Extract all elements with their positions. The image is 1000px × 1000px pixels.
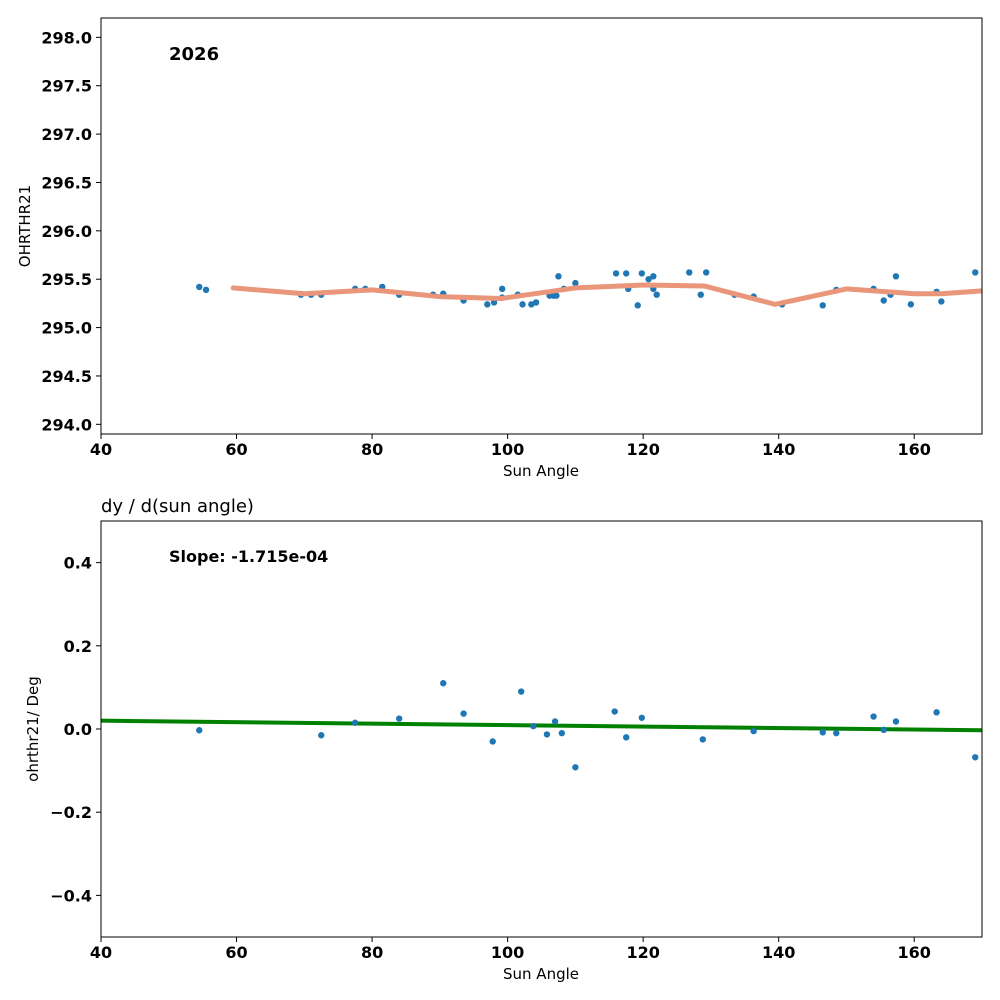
data-point: [519, 301, 526, 308]
bottom-x-axis-label: Sun Angle: [503, 965, 579, 983]
data-point: [638, 714, 645, 721]
y-tick-label: 0.2: [64, 637, 92, 656]
x-tick-label: 60: [225, 943, 247, 962]
data-point: [880, 726, 887, 734]
y-tick-label: 294.0: [41, 415, 92, 434]
slope-annotation: Slope: -1.715e-04: [169, 547, 328, 566]
top-axes-frame: [100, 17, 983, 435]
y-tick-label: 297.5: [41, 77, 92, 96]
y-tick-label: 0.4: [64, 554, 92, 573]
data-point: [517, 688, 525, 695]
y-tick-label: 296.5: [41, 173, 92, 192]
data-point: [650, 273, 657, 280]
plot-marks: [101, 680, 982, 771]
y-tick-label: −0.2: [50, 803, 92, 822]
data-point: [572, 279, 579, 287]
data-point: [702, 269, 710, 276]
y-tick-label: 296.0: [41, 222, 92, 241]
bottom-axes-frame: [100, 520, 983, 938]
data-point: [611, 708, 618, 715]
data-point: [892, 718, 900, 725]
bottom-plot-area: 40 60 80 100 120 140 160 0.4 0.2 0.0 −0.2 −0.4: [50, 554, 982, 962]
x-tick-label: 100: [491, 440, 524, 459]
data-point: [555, 273, 562, 280]
data-point: [686, 269, 693, 276]
x-tick-label: 140: [762, 440, 795, 459]
data-point: [623, 734, 630, 741]
data-point: [750, 727, 757, 735]
data-point: [972, 754, 979, 761]
data-point: [623, 270, 630, 277]
data-point: [870, 713, 877, 720]
plot-marks: [196, 269, 982, 309]
data-point: [833, 729, 840, 737]
data-point: [551, 718, 559, 725]
y-tick-label: 0.0: [64, 720, 92, 739]
data-point: [196, 283, 203, 291]
data-point: [699, 736, 706, 743]
bottom-panel: 40 60 80 100 120 140 160 0.4 0.2 0.0 −0.2 −0.4 dy /…: [24, 496, 983, 983]
x-tick-label: 80: [361, 943, 383, 962]
data-point: [972, 269, 979, 276]
trend-line: [230, 282, 982, 307]
x-tick-label: 80: [361, 440, 383, 459]
y-tick-label: 294.5: [41, 367, 92, 386]
data-point: [880, 297, 887, 304]
top-panel: 40 60 80 100 120 140 160 294.0 294.5 295.0 295.5 29…: [16, 17, 983, 480]
data-point: [634, 302, 641, 309]
data-point: [530, 722, 537, 730]
top-year-annotation: 2026: [169, 44, 219, 65]
y-tick-label: −0.4: [50, 886, 92, 905]
data-point: [612, 270, 620, 277]
data-point: [460, 710, 467, 717]
data-point: [638, 270, 645, 277]
y-tick-label: 295.0: [41, 319, 92, 338]
x-tick-label: 140: [762, 943, 795, 962]
data-point: [553, 292, 560, 299]
y-tick-label: 295.5: [41, 270, 92, 289]
x-tick-label: 160: [898, 943, 931, 962]
data-point: [484, 301, 491, 308]
data-point: [532, 299, 540, 306]
data-point: [933, 709, 940, 716]
x-tick-label: 120: [626, 943, 659, 962]
data-point: [938, 298, 945, 305]
data-point: [395, 715, 403, 722]
bottom-chart-title: dy / d(sun angle): [101, 496, 254, 517]
data-point: [498, 285, 506, 293]
y-tick-label: 298.0: [41, 28, 92, 47]
x-tick-label: 120: [626, 440, 659, 459]
data-point: [572, 764, 579, 771]
data-point: [892, 273, 900, 280]
bottom-y-axis-label: ohrthr21/ Deg: [24, 676, 42, 782]
data-point: [819, 302, 826, 309]
data-point: [318, 732, 325, 739]
x-tick-label: 60: [225, 440, 247, 459]
data-point: [697, 291, 704, 298]
data-point: [653, 291, 660, 298]
top-x-axis-label: Sun Angle: [503, 462, 579, 480]
data-point: [440, 680, 447, 687]
x-tick-label: 40: [90, 943, 112, 962]
fit-line: [101, 718, 982, 733]
data-point: [543, 731, 551, 738]
data-point: [819, 729, 826, 736]
x-tick-label: 40: [90, 440, 112, 459]
x-tick-label: 100: [491, 943, 524, 962]
data-point: [489, 738, 496, 745]
top-plot-area: 40 60 80 100 120 140 160 294.0 294.5 295.0 295.5 29…: [41, 28, 982, 459]
data-point: [196, 727, 203, 734]
data-point: [558, 729, 566, 737]
data-point: [202, 286, 210, 294]
data-point: [907, 301, 915, 308]
data-point: [351, 719, 359, 726]
x-tick-label: 160: [898, 440, 931, 459]
top-y-axis-label: OHRTHR21: [16, 185, 34, 267]
y-tick-label: 297.0: [41, 125, 92, 144]
data-point: [645, 276, 652, 283]
